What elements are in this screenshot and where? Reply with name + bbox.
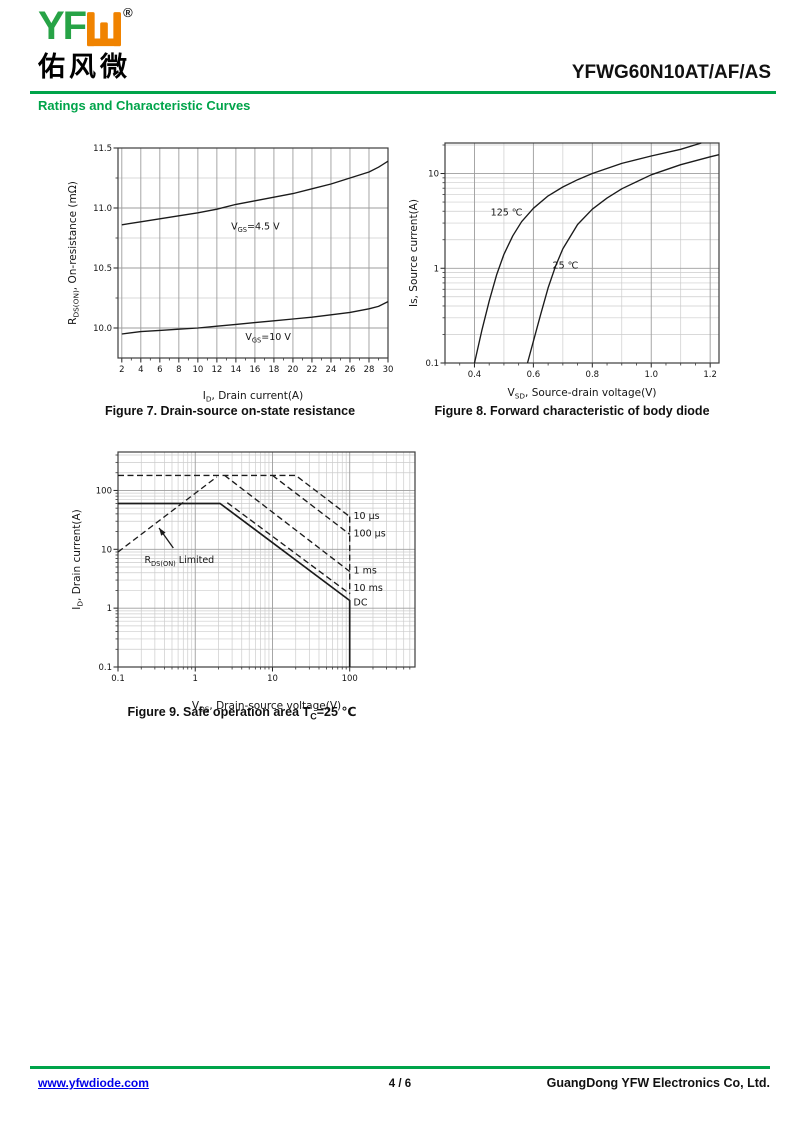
svg-text:10 ms: 10 ms [354,583,383,594]
svg-text:RDS(ON) Limited: RDS(ON) Limited [144,555,214,568]
svg-text:0.1: 0.1 [98,663,112,673]
svg-text:1 ms: 1 ms [354,565,377,576]
svg-text:16: 16 [249,365,260,375]
svg-text:22: 22 [307,365,318,375]
brand-logo: YF ® 佑风微 [38,6,133,82]
svg-text:18: 18 [269,365,280,375]
svg-text:VGS=10 V: VGS=10 V [245,332,291,345]
svg-text:RDS(ON), On-resistance (mΩ): RDS(ON), On-resistance (mΩ) [67,181,81,325]
svg-text:8: 8 [176,365,181,375]
svg-text:Is, Source current(A): Is, Source current(A) [408,199,420,307]
svg-text:10 µs: 10 µs [354,511,380,522]
svg-text:ID, Drain current(A): ID, Drain current(A) [203,390,303,404]
svg-text:14: 14 [230,365,241,375]
figure7-chart: 2 4 6 8 10 12 14 16 18 20 22 24 26 28 30 10.0 10.5 11.0 11… [60,136,400,409]
svg-text:100: 100 [342,674,358,684]
svg-text:25 ℃: 25 ℃ [553,260,579,271]
figure8-chart: 0.4 0.6 0.8 1.0 1.2 0.1 1 10 125 ℃ 25 ℃ VSD, Sourc… [405,133,741,406]
svg-text:0.4: 0.4 [468,370,482,380]
footer-divider [30,1066,770,1069]
svg-text:ID, Drain current(A): ID, Drain current(A) [71,509,85,609]
svg-text:1: 1 [193,674,198,684]
figure7-caption: Figure 7. Drain-source on-state resistan… [104,404,356,418]
logo-yf-text: YF [38,4,87,48]
svg-text:28: 28 [364,365,375,375]
part-number: YFWG60N10AT/AF/AS [571,62,771,83]
svg-text:10: 10 [428,170,439,180]
svg-text:VDS, Drain-source voltage(V): VDS, Drain-source voltage(V) [192,700,341,714]
svg-text:100 µs: 100 µs [354,528,386,539]
svg-text:2: 2 [119,365,124,375]
svg-text:0.1: 0.1 [425,359,439,369]
svg-text:11.0: 11.0 [93,204,112,214]
website-link[interactable]: www.yfwdiode.com [38,1076,149,1090]
svg-text:DC: DC [354,598,368,609]
svg-text:10.5: 10.5 [93,264,112,274]
svg-text:30: 30 [383,365,394,375]
page-indicator: 4 / 6 [388,1078,412,1090]
svg-text:1: 1 [107,604,112,614]
svg-text:6: 6 [157,365,162,375]
svg-text:VSD, Source-drain voltage(V): VSD, Source-drain voltage(V) [508,387,657,401]
svg-text:VGS=4.5 V: VGS=4.5 V [231,222,280,235]
svg-text:100: 100 [96,486,112,496]
svg-text:12: 12 [211,365,222,375]
svg-text:26: 26 [345,365,356,375]
figure9-chart: 0.1 1 10 100 0.1 1 10 100 10 µs 100 µs 1 ms 10 ms DC… [62,442,434,719]
svg-text:24: 24 [326,365,337,375]
svg-text:10: 10 [192,365,203,375]
svg-text:10: 10 [267,674,278,684]
svg-text:1.0: 1.0 [644,370,658,380]
figure9-caption: Figure 9. Safe operation area TC=25 ℃ [127,705,357,722]
svg-text:0.8: 0.8 [586,370,600,380]
figure8-caption: Figure 8. Forward characteristic of body… [434,404,710,418]
svg-text:0.1: 0.1 [111,674,125,684]
svg-text:11.5: 11.5 [93,144,112,154]
svg-text:0.6: 0.6 [527,370,541,380]
logo-cjk-text: 佑风微 [38,52,131,82]
section-title: Ratings and Characteristic Curves [38,98,251,113]
svg-text:1: 1 [434,264,439,274]
svg-text:125 ℃: 125 ℃ [491,208,523,219]
svg-text:1.2: 1.2 [703,370,717,380]
registered-trademark-icon: ® [123,5,133,20]
svg-text:4: 4 [138,365,143,375]
svg-text:10: 10 [101,545,112,555]
svg-text:10.0: 10.0 [93,324,112,334]
svg-text:20: 20 [288,365,299,375]
header-divider [30,91,776,94]
company-name: GuangDong YFW Electronics Co, Ltd. [546,1076,770,1090]
logo-shan-icon [87,12,122,53]
